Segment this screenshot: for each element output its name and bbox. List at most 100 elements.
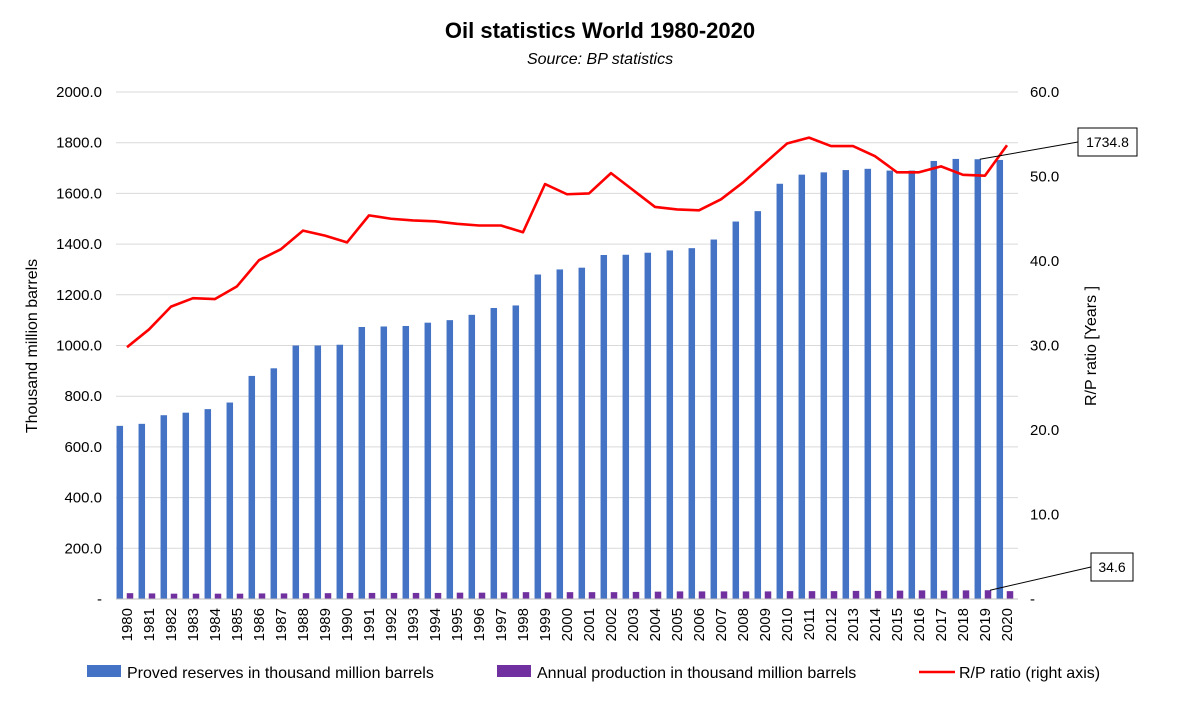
x-tick-label: 1996 <box>471 608 488 641</box>
reserves-bar <box>314 345 322 599</box>
x-tick-label: 1998 <box>515 608 532 641</box>
x-tick-label: 1993 <box>405 608 422 641</box>
y-tick-label: 2000.0 <box>56 84 102 101</box>
production-bar <box>984 590 992 599</box>
reserves-bar <box>248 375 256 599</box>
chart-title: Oil statistics World 1980-2020 <box>445 18 755 43</box>
reserves-bar <box>666 250 674 599</box>
reserves-bar <box>578 267 586 599</box>
production-bar <box>346 592 354 599</box>
bars <box>116 158 1014 600</box>
reserves-bar <box>490 307 498 599</box>
rp-ratio-line <box>126 136 1009 349</box>
x-tick-label: 1987 <box>273 608 290 641</box>
legend-label-1: Annual production in thousand million ba… <box>537 665 856 682</box>
production-bar <box>632 591 640 599</box>
y-tick-label: 1000.0 <box>56 338 102 355</box>
legend-swatch-0 <box>87 665 121 677</box>
legend-label-2: R/P ratio (right axis) <box>959 665 1100 682</box>
callout-label: 1734.8 <box>1086 134 1129 150</box>
reserves-bar <box>732 221 740 599</box>
x-tick-label: 2008 <box>735 608 752 641</box>
x-tick-label: 1981 <box>141 608 158 641</box>
y-tick-label: 1600.0 <box>56 185 102 202</box>
y2-tick-label: 50.0 <box>1030 169 1059 186</box>
y2-tick-label: 10.0 <box>1030 507 1059 524</box>
y2-tick-label: 30.0 <box>1030 338 1059 355</box>
legend-swatch-1 <box>497 665 531 677</box>
production-bar <box>852 590 860 599</box>
gridlines <box>116 91 1018 549</box>
x-tick-label: 1988 <box>295 608 312 641</box>
x-tick-label: 1984 <box>207 608 224 641</box>
reserves-bar <box>446 320 454 599</box>
legend-label-0: Proved reserves in thousand million barr… <box>127 665 434 682</box>
production-bar <box>698 591 706 599</box>
production-bar <box>940 590 948 599</box>
x-tick-label: 2005 <box>669 608 686 641</box>
production-bar <box>192 593 200 599</box>
y-tick-label: 600.0 <box>64 439 102 456</box>
x-tick-label: 1986 <box>251 608 268 641</box>
reserves-bar <box>292 345 300 599</box>
y-tick-label: 1400.0 <box>56 236 102 253</box>
x-tick-label: 2020 <box>999 608 1016 641</box>
x-tick-label: 1985 <box>229 608 246 641</box>
production-bar <box>742 591 750 599</box>
x-tick-label: 2007 <box>713 608 730 641</box>
production-bar <box>280 593 288 599</box>
reserves-bar <box>358 326 366 599</box>
reserves-bar <box>842 170 850 599</box>
x-tick-label: 2014 <box>867 608 884 641</box>
x-tick-label: 1982 <box>163 608 180 641</box>
y-tick-label: 400.0 <box>64 490 102 507</box>
reserves-bar <box>930 160 938 599</box>
x-tick-label: 2010 <box>779 608 796 641</box>
x-tick-label: 2002 <box>603 608 620 641</box>
production-bar <box>126 593 134 599</box>
y2-tick-label: 20.0 <box>1030 422 1059 439</box>
production-bar <box>676 591 684 599</box>
x-tick-label: 2019 <box>977 608 994 641</box>
x-tick-label: 1999 <box>537 608 554 641</box>
x-tick-label: 2012 <box>823 608 840 641</box>
production-bar <box>874 590 882 599</box>
reserves-bar <box>226 402 234 599</box>
callout-box <box>1090 552 1134 582</box>
y-tick-label: - <box>97 591 102 608</box>
callout-leader <box>989 566 1092 591</box>
production-bar <box>434 592 442 599</box>
production-bar <box>896 590 904 599</box>
production-bar <box>302 593 310 599</box>
x-tick-label: 2004 <box>647 608 664 641</box>
production-bar <box>258 593 266 599</box>
production-bar <box>808 591 816 599</box>
reserves-bar <box>424 322 432 599</box>
x-tick-label: 1991 <box>361 608 378 641</box>
production-bar <box>148 593 156 599</box>
production-bar <box>368 592 376 599</box>
x-tick-label: 2015 <box>889 608 906 641</box>
rp-line <box>126 136 1009 349</box>
axes: - 200.0 400.0 600.0 800.0 1000.0 1200.0 1400.0 1… <box>56 84 1059 641</box>
reserves-bar <box>886 170 894 599</box>
production-bar <box>214 593 222 599</box>
production-bar <box>236 593 244 599</box>
production-bar <box>544 592 552 599</box>
production-bar <box>764 591 772 599</box>
reserves-bar <box>204 409 212 599</box>
reserves-bar <box>270 368 278 599</box>
x-tick-label: 2011 <box>801 608 818 640</box>
x-tick-label: 1980 <box>119 608 136 641</box>
reserves-bar <box>138 423 146 599</box>
production-bar <box>500 592 508 599</box>
x-tick-label: 1989 <box>317 608 334 641</box>
reserves-bar <box>644 252 652 599</box>
x-tick-label: 2013 <box>845 608 862 641</box>
reserves-bar <box>622 254 630 599</box>
chart-subtitle: Source: BP statistics <box>527 51 673 68</box>
x-tick-label: 2018 <box>955 608 972 641</box>
x-tick-label: 1995 <box>449 608 466 641</box>
y-tick-label: 1200.0 <box>56 287 102 304</box>
production-bar <box>456 592 464 599</box>
